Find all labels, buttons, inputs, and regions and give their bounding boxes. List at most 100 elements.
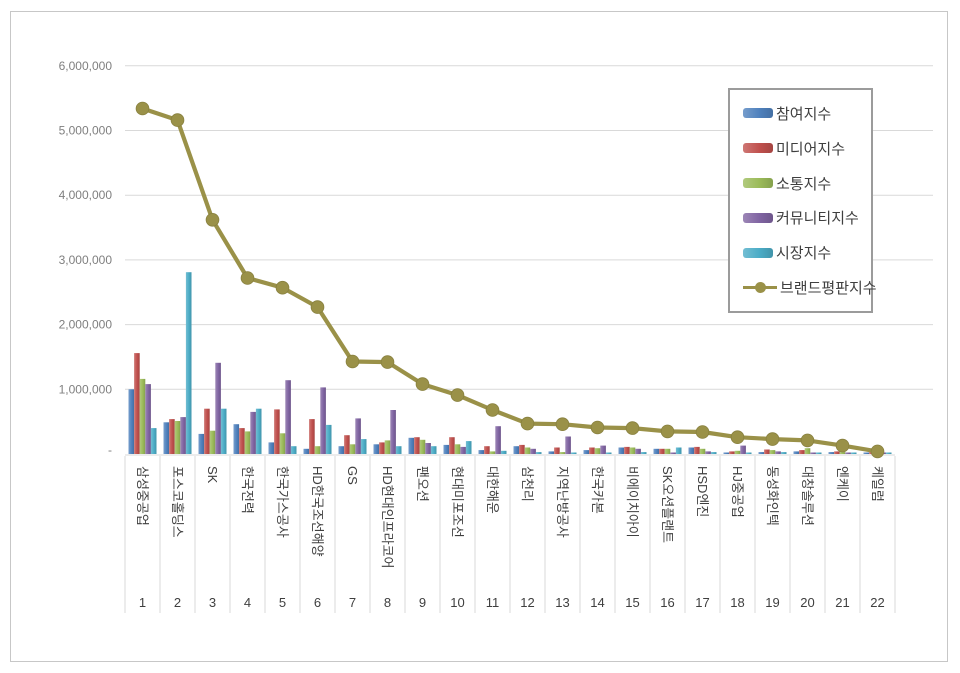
bar-참여지수-3 bbox=[198, 433, 205, 454]
bar-미디어지수-13 bbox=[554, 447, 560, 454]
rank-label: 1 bbox=[139, 595, 146, 610]
rank-label: 13 bbox=[555, 595, 569, 610]
bar-미디어지수-4 bbox=[239, 428, 245, 454]
brand-index-line bbox=[140, 106, 880, 454]
rank-label: 21 bbox=[835, 595, 849, 610]
bar-소통지수-21 bbox=[839, 452, 846, 454]
legend: 참여지수 미디어지수 소통지수 커뮤니티지수 시장지수 브랜드평판지수 bbox=[728, 88, 877, 313]
bar-소통지수-5 bbox=[279, 433, 286, 454]
bar-시장지수-15 bbox=[640, 452, 647, 454]
bar-커뮤니티지수-8 bbox=[390, 410, 396, 454]
brand-index-marker-7 bbox=[345, 354, 360, 369]
brand-index-marker-6 bbox=[310, 300, 325, 314]
legend-swatch-icon bbox=[743, 143, 773, 154]
brand-index-marker-17 bbox=[695, 425, 710, 439]
legend-item: 참여지수 bbox=[743, 103, 867, 124]
bar-소통지수-4 bbox=[244, 431, 251, 454]
brand-index-marker-11 bbox=[485, 403, 500, 417]
category-label: 한국카본 bbox=[590, 466, 605, 514]
rank-label: 12 bbox=[520, 595, 534, 610]
bar-소통지수-7 bbox=[349, 444, 356, 454]
rank-label: 7 bbox=[349, 595, 356, 610]
category-label: 현대미포조선 bbox=[450, 466, 465, 538]
bar-시장지수-4 bbox=[255, 408, 262, 454]
bar-소통지수-2 bbox=[174, 421, 181, 454]
bar-시장지수-22 bbox=[885, 452, 892, 454]
y-tick-label: 4,000,000 bbox=[59, 188, 113, 202]
bar-미디어지수-10 bbox=[449, 437, 455, 454]
bar-미디어지수-14 bbox=[589, 447, 595, 454]
legend-item: 브랜드평판지수 bbox=[743, 277, 877, 298]
category-label: HD한국조선해양 bbox=[310, 466, 325, 557]
category-label: 한국가스공사 bbox=[275, 466, 290, 538]
bar-소통지수-10 bbox=[454, 444, 461, 454]
bar-참여지수-6 bbox=[303, 448, 310, 454]
bar-미디어지수-12 bbox=[519, 444, 525, 454]
brand-index-marker-5 bbox=[275, 280, 290, 295]
bar-소통지수-14 bbox=[594, 448, 601, 454]
category-label: 팬오션 bbox=[415, 466, 430, 502]
bar-미디어지수-21 bbox=[834, 451, 840, 454]
bar-시장지수-7 bbox=[360, 439, 367, 454]
brand-index-marker-14 bbox=[590, 420, 605, 435]
bar-소통지수-19 bbox=[769, 450, 776, 454]
rank-label: 9 bbox=[419, 595, 426, 610]
brand-index-marker-3 bbox=[205, 213, 220, 227]
bar-커뮤니티지수-17 bbox=[705, 451, 711, 454]
category-label: GS bbox=[345, 466, 360, 485]
brand-index-marker-15 bbox=[625, 421, 640, 435]
bar-소통지수-8 bbox=[384, 440, 391, 454]
bar-소통지수-9 bbox=[419, 439, 426, 454]
brand-index-marker-9 bbox=[415, 377, 430, 391]
rank-label: 22 bbox=[870, 595, 884, 610]
bar-참여지수-20 bbox=[793, 451, 800, 454]
bar-커뮤니티지수-19 bbox=[775, 451, 781, 454]
bar-미디어지수-2 bbox=[169, 419, 175, 454]
legend-item: 소통지수 bbox=[743, 173, 867, 194]
category-label: 대한해운 bbox=[485, 466, 500, 514]
brand-index-marker-13 bbox=[555, 417, 570, 432]
bar-시장지수-2 bbox=[185, 272, 192, 454]
legend-label: 참여지수 bbox=[776, 105, 832, 123]
bar-시장지수-21 bbox=[850, 452, 857, 454]
bar-참여지수-13 bbox=[548, 451, 555, 454]
bar-참여지수-10 bbox=[443, 444, 450, 454]
bar-커뮤니티지수-12 bbox=[530, 448, 536, 454]
rank-label: 17 bbox=[695, 595, 709, 610]
bar-커뮤니티지수-21 bbox=[845, 452, 851, 454]
bar-시장지수-14 bbox=[605, 452, 612, 454]
y-tick-label: 1,000,000 bbox=[59, 382, 113, 396]
brand-index-marker-22 bbox=[870, 444, 885, 459]
bar-커뮤니티지수-15 bbox=[635, 448, 641, 454]
bar-시장지수-13 bbox=[570, 452, 577, 454]
bar-미디어지수-15 bbox=[624, 446, 630, 454]
bar-커뮤니티지수-20 bbox=[810, 452, 816, 454]
bar-소통지수-20 bbox=[804, 448, 811, 454]
bar-시장지수-12 bbox=[535, 452, 542, 454]
bar-미디어지수-16 bbox=[659, 448, 665, 454]
bar-참여지수-4 bbox=[233, 424, 240, 454]
category-label: 한국전력 bbox=[240, 466, 255, 514]
rank-label: 19 bbox=[765, 595, 779, 610]
category-label: HJ중공업 bbox=[730, 466, 745, 518]
category-label: 비에이치아이 bbox=[625, 466, 640, 538]
bar-참여지수-19 bbox=[758, 452, 765, 454]
bar-커뮤니티지수-7 bbox=[355, 418, 361, 454]
bar-커뮤니티지수-16 bbox=[670, 452, 676, 454]
bar-미디어지수-20 bbox=[799, 450, 805, 454]
bar-커뮤니티지수-4 bbox=[250, 411, 256, 454]
bar-커뮤니티지수-14 bbox=[600, 445, 606, 454]
category-label: 엔케이 bbox=[835, 466, 850, 502]
bar-소통지수-15 bbox=[629, 447, 636, 454]
rank-label: 2 bbox=[174, 595, 181, 610]
bar-미디어지수-3 bbox=[204, 408, 210, 454]
y-tick-label: - bbox=[108, 443, 112, 457]
rank-label: 3 bbox=[209, 595, 216, 610]
bar-커뮤니티지수-13 bbox=[565, 436, 571, 454]
bar-시장지수-18 bbox=[745, 452, 752, 454]
brand-index-marker-10 bbox=[450, 388, 465, 402]
y-tick-label: 5,000,000 bbox=[59, 124, 113, 138]
rank-label: 6 bbox=[314, 595, 321, 610]
legend-label: 브랜드평판지수 bbox=[780, 280, 877, 298]
rank-label: 20 bbox=[800, 595, 814, 610]
